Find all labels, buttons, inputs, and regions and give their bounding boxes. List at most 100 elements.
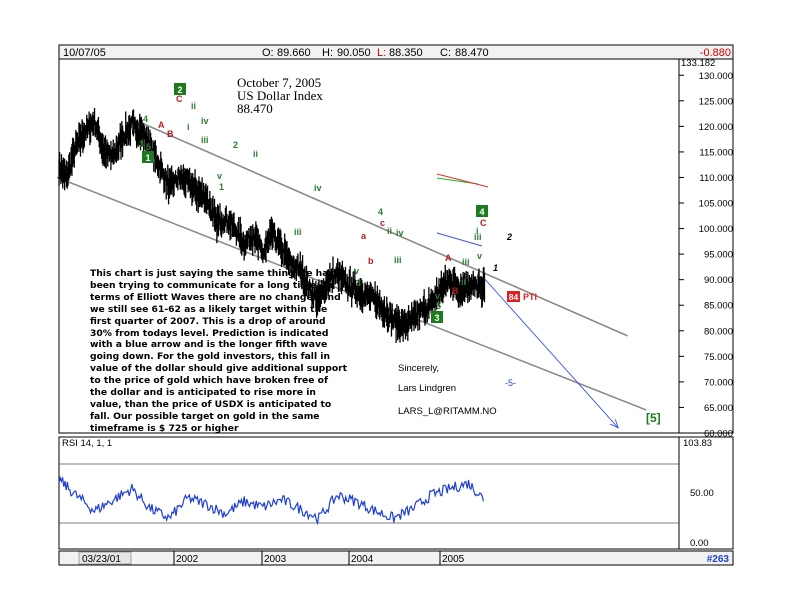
- wave-label: iii: [394, 255, 402, 265]
- wave-label: ii: [387, 226, 392, 236]
- header-open: 89.660: [277, 47, 311, 59]
- wave-label: B: [167, 129, 174, 139]
- wave-label: 3: [139, 139, 144, 149]
- boxed-wave-4: 4: [476, 205, 488, 217]
- price-axis-ticks: 130.000 125.000 120.000 115.000 110.000 105.0…: [679, 71, 733, 440]
- wave-label: ii: [461, 277, 466, 287]
- footer-year-2004: 2004: [351, 554, 374, 565]
- rsi-label-bg: [60, 438, 120, 448]
- price-tick-label: 70.000: [704, 377, 733, 388]
- projection-line: [484, 278, 619, 429]
- rsi-line: [58, 475, 484, 526]
- footer-year-2003: 2003: [264, 554, 287, 565]
- boxed-wave-3: 3: [431, 311, 443, 323]
- wave-label: i: [476, 226, 479, 236]
- boxed-wave-1: 1: [142, 151, 154, 163]
- header-date: 10/07/05: [63, 47, 106, 59]
- wave-label: 2: [506, 232, 512, 242]
- projection-arrowhead: [609, 419, 619, 429]
- wave-label: v: [435, 291, 440, 301]
- svg-text:4: 4: [479, 207, 484, 217]
- svg-text:1: 1: [145, 153, 150, 163]
- wave-label: iv: [201, 116, 209, 126]
- wave-label: B: [452, 286, 459, 296]
- wave-label: ii: [253, 149, 258, 159]
- footer-start-date: 03/23/01: [82, 554, 121, 565]
- price-tick-label: 105.000: [699, 199, 733, 210]
- price-tick-label: 80.000: [704, 326, 733, 337]
- header-low: 88.350: [389, 47, 423, 59]
- rsi-label: RSI 14, 1, 1: [62, 438, 112, 449]
- wave-label: iv: [396, 228, 404, 238]
- price-tick-label: 95.000: [704, 250, 733, 261]
- price-tick-label: 120.000: [699, 122, 733, 133]
- wave-label: iii: [474, 232, 482, 242]
- blue-fan-line: [436, 232, 483, 247]
- wave-label: 4: [143, 114, 148, 124]
- wave-label: 5: [436, 301, 441, 311]
- price-axis-panel: [678, 58, 734, 434]
- wave-label: 4: [378, 207, 383, 217]
- price-tick-label: 90.000: [704, 275, 733, 286]
- price-tick-label: 85.000: [704, 301, 733, 312]
- wave-label: iii: [462, 257, 470, 267]
- signature-sincerely: Sincerely,: [398, 363, 439, 374]
- wave-label: 5: [146, 142, 151, 152]
- footer-year-2005: 2005: [442, 554, 465, 565]
- price-tick-label: 65.000: [704, 403, 733, 414]
- header-close: 88.470: [455, 47, 489, 59]
- wave-label: C: [480, 218, 487, 228]
- svg-text:3: 3: [434, 313, 439, 323]
- header-low-label: L:: [377, 47, 386, 59]
- wave-label: v: [354, 266, 359, 276]
- price-tick-label: 100.000: [699, 224, 733, 235]
- chart-title-name: US Dollar Index: [237, 88, 323, 103]
- chart-id: #263: [707, 554, 730, 565]
- wave-label: v: [477, 251, 482, 261]
- header-high: 90.050: [337, 47, 371, 59]
- header-close-label: C:: [440, 47, 451, 59]
- wave-labels: C A B 4 i 3 5 ii iv i iii 2 ii v 1 iv ii…: [131, 94, 516, 388]
- signature-email: LARS_L@RITAMM.NO: [398, 406, 497, 417]
- wave-label: A: [158, 120, 165, 130]
- price-tick-label: 115.000: [699, 147, 733, 158]
- projection-arrow: [484, 278, 619, 429]
- price-tick-label: 60.000: [704, 429, 733, 440]
- wave-label: ii: [191, 101, 196, 111]
- channel-upper: [131, 117, 628, 337]
- rsi-mid-tick: 50.00: [690, 488, 714, 499]
- wave-label: i: [187, 122, 190, 132]
- price-panel: [58, 58, 680, 434]
- footer-bar: [58, 550, 734, 566]
- wave-label: 1: [219, 182, 224, 192]
- boxed-wave-2: 2: [174, 83, 186, 95]
- svg-text:2: 2: [177, 85, 182, 95]
- rsi-panel: [58, 436, 680, 550]
- wave-label: i: [131, 122, 134, 132]
- price-tick-label: 75.000: [704, 352, 733, 363]
- wave-label: c: [380, 218, 385, 228]
- rsi-low-tick: 0.00: [690, 538, 709, 549]
- wave-label: C: [176, 94, 183, 104]
- header-change: -0.880: [700, 47, 731, 59]
- header-open-label: O:: [262, 47, 274, 59]
- price-bars: [58, 107, 486, 343]
- target-label: [5]: [646, 411, 661, 425]
- wave-label: iii: [294, 227, 302, 237]
- svg-text:PTI: PTI: [523, 292, 537, 302]
- rsi-axis-panel: [678, 436, 734, 550]
- wave-label: b: [368, 256, 374, 266]
- commentary-text: This chart is just saying the same thing…: [90, 268, 348, 434]
- price-tick-label: 130.000: [699, 71, 733, 82]
- signature-name: Lars Lindgren: [398, 383, 456, 394]
- wave-label: iii: [201, 135, 209, 145]
- price-tick-label: 110.000: [699, 173, 733, 184]
- pti-badge: 84 PTI: [507, 291, 537, 302]
- footer-date-box: [78, 551, 132, 565]
- wave-label: iv: [314, 183, 322, 193]
- red-fan-line: [436, 173, 489, 188]
- footer-year-ticks: [173, 551, 441, 565]
- chart-title-date: October 7, 2005: [237, 75, 321, 90]
- chart-title-value: 88.470: [237, 101, 273, 116]
